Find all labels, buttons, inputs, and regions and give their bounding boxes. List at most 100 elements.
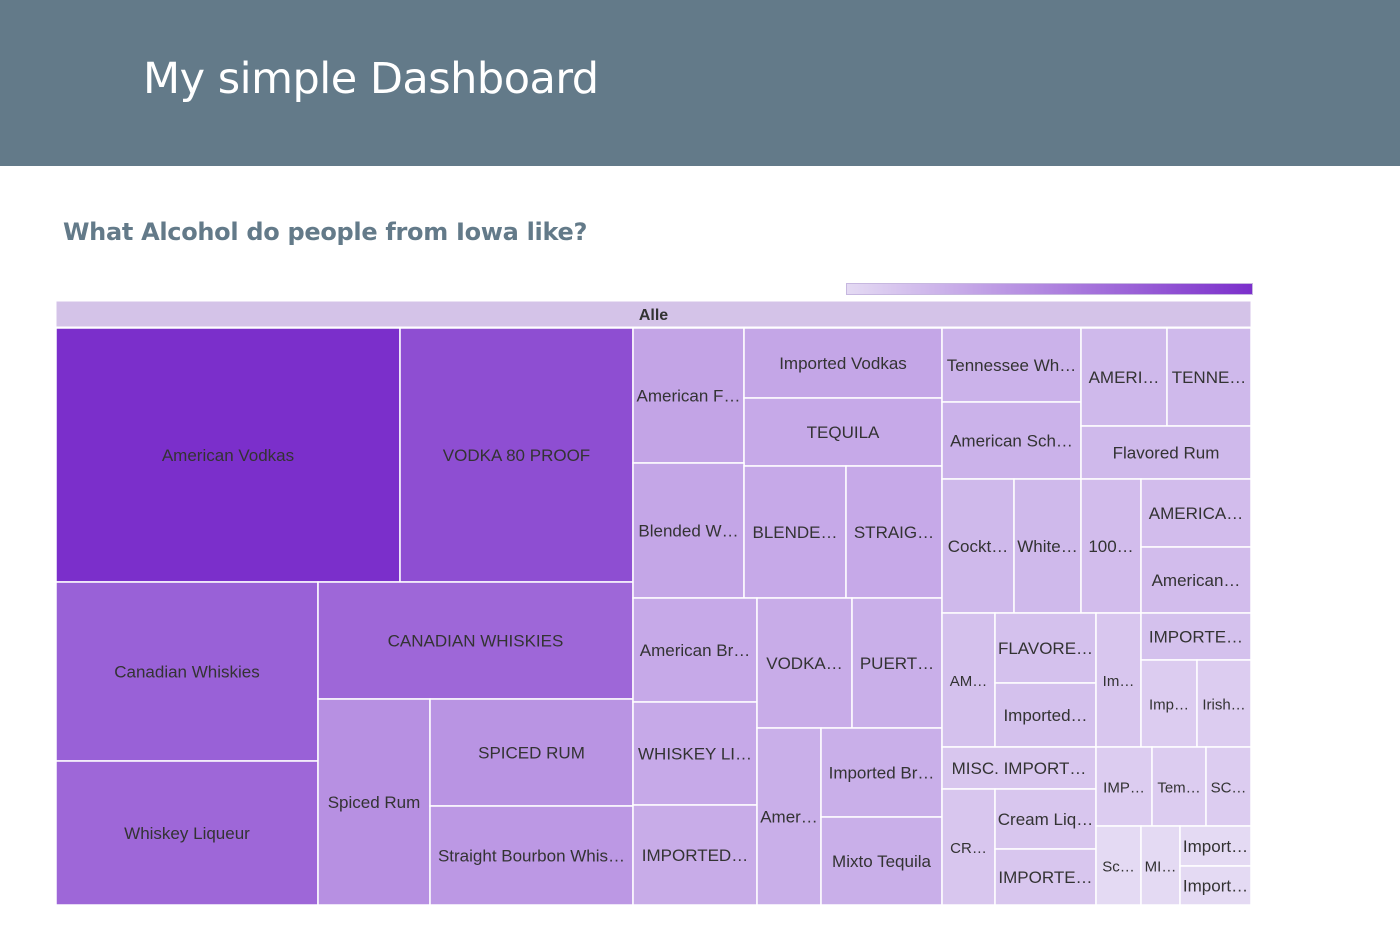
treemap-tile[interactable]: American Sch…: [941, 401, 1082, 480]
treemap-tile-rect[interactable]: [820, 727, 943, 818]
treemap-tile[interactable]: SC…: [1205, 746, 1252, 827]
treemap-tile-rect[interactable]: [1166, 327, 1252, 427]
treemap-tile-label: IMPORTE…: [998, 868, 1092, 887]
treemap-tile-rect[interactable]: [317, 698, 431, 906]
treemap-tile-rect[interactable]: [941, 327, 1082, 403]
treemap-tile-rect[interactable]: [994, 848, 1097, 906]
treemap-tile-rect[interactable]: [1080, 425, 1252, 480]
treemap-tile[interactable]: TEQUILA: [743, 397, 943, 467]
treemap-tile-label: Amer…: [760, 808, 818, 827]
treemap-tile-rect[interactable]: [1179, 865, 1252, 906]
treemap-tile[interactable]: CANADIAN WHISKIES: [317, 581, 634, 700]
treemap-tile-rect[interactable]: [55, 760, 319, 906]
treemap-tile-label: STRAIG…: [854, 523, 934, 542]
treemap-tile[interactable]: Tennessee Wh…: [941, 327, 1082, 403]
treemap-tile-label: TEQUILA: [807, 423, 880, 442]
treemap-tile[interactable]: Straight Bourbon Whis…: [429, 805, 634, 906]
treemap-tile[interactable]: STRAIG…: [845, 465, 943, 599]
treemap-tile-rect[interactable]: [1196, 659, 1252, 748]
treemap-tile[interactable]: AM…: [941, 612, 996, 748]
treemap-tile[interactable]: IMPORTE…: [994, 848, 1097, 906]
treemap-root-bar[interactable]: [55, 300, 1252, 328]
treemap-tile[interactable]: Canadian Whiskies: [55, 581, 319, 762]
treemap-tile-rect[interactable]: [994, 612, 1097, 684]
treemap-tile[interactable]: Whiskey Liqueur: [55, 760, 319, 906]
treemap-tile[interactable]: American Br…: [632, 597, 758, 703]
treemap-tile[interactable]: Im…: [1095, 612, 1142, 748]
treemap-tile[interactable]: IMP…: [1095, 746, 1153, 827]
treemap-tile[interactable]: Cream Liq…: [994, 788, 1097, 850]
treemap-tile[interactable]: TENNE…: [1166, 327, 1252, 427]
treemap-tile[interactable]: FLAVORE…: [994, 612, 1097, 684]
treemap-tile[interactable]: White…: [1013, 478, 1082, 614]
treemap-tile[interactable]: CR…: [941, 788, 996, 906]
treemap-tile[interactable]: BLENDE…: [743, 465, 847, 599]
treemap-tile-rect[interactable]: [632, 597, 758, 703]
treemap-tile-label: Sc…: [1102, 859, 1135, 876]
treemap-tile-label: WHISKEY LI…: [638, 745, 752, 764]
treemap-tile[interactable]: Import…: [1179, 865, 1252, 906]
treemap-tile-rect[interactable]: [1095, 825, 1142, 906]
treemap-tile-rect[interactable]: [1140, 546, 1252, 614]
treemap-tile-rect[interactable]: [994, 682, 1097, 748]
treemap-tile[interactable]: Imp…: [1140, 659, 1198, 748]
treemap-tile-rect[interactable]: [756, 727, 822, 906]
treemap-tile-rect[interactable]: [941, 788, 996, 906]
treemap-tile[interactable]: Import…: [1179, 825, 1252, 867]
treemap-tile[interactable]: Cockt…: [941, 478, 1015, 614]
treemap-tile[interactable]: Sc…: [1095, 825, 1142, 906]
treemap-tile[interactable]: Spiced Rum: [317, 698, 431, 906]
treemap-tile-label: Canadian Whiskies: [114, 663, 260, 682]
treemap-tile-rect[interactable]: [851, 597, 943, 729]
treemap-tile[interactable]: Mixto Tequila: [820, 816, 943, 906]
treemap-tile[interactable]: WHISKEY LI…: [632, 701, 758, 806]
treemap-tile-rect[interactable]: [1151, 746, 1207, 827]
treemap-tile-rect[interactable]: [632, 804, 758, 906]
treemap-tile-rect[interactable]: [399, 327, 634, 583]
treemap-tile[interactable]: MISC. IMPORT…: [941, 746, 1097, 790]
treemap-tile[interactable]: VODKA 80 PROOF: [399, 327, 634, 583]
treemap-tile[interactable]: Flavored Rum: [1080, 425, 1252, 480]
treemap-tile-rect[interactable]: [1095, 612, 1142, 748]
treemap-tile-rect[interactable]: [55, 581, 319, 762]
treemap-tile-rect[interactable]: [941, 478, 1015, 614]
treemap-tile[interactable]: Imported…: [994, 682, 1097, 748]
treemap-tile[interactable]: SPICED RUM: [429, 698, 634, 807]
treemap-tile[interactable]: Tem…: [1151, 746, 1207, 827]
treemap-tile-rect[interactable]: [743, 327, 943, 399]
treemap-tile-rect[interactable]: [1140, 612, 1252, 661]
treemap-tile[interactable]: American Vodkas: [55, 327, 401, 583]
treemap-tile-rect[interactable]: [55, 327, 401, 583]
treemap-tile-rect[interactable]: [632, 327, 745, 464]
treemap-tile[interactable]: IMPORTE…: [1140, 612, 1252, 661]
treemap-tile-label: White…: [1017, 537, 1077, 556]
treemap-tile-label: Cream Liq…: [998, 810, 1093, 829]
treemap-tile-rect[interactable]: [317, 581, 634, 700]
treemap-tile-rect[interactable]: [941, 746, 1097, 790]
treemap-tile[interactable]: American…: [1140, 546, 1252, 614]
treemap-tile-label: American Sch…: [950, 432, 1073, 451]
treemap-tile-rect[interactable]: [429, 698, 634, 807]
treemap-tile[interactable]: AMERICA…: [1140, 478, 1252, 548]
treemap-tile-rect[interactable]: [429, 805, 634, 906]
treemap-tile[interactable]: AMERI…: [1080, 327, 1168, 427]
treemap-tile-rect[interactable]: [1080, 327, 1168, 427]
treemap-tile-rect[interactable]: [1095, 746, 1153, 827]
treemap-tile-label: 100…: [1088, 537, 1133, 556]
treemap-tile[interactable]: Amer…: [756, 727, 822, 906]
treemap-tile-label: Cockt…: [948, 537, 1008, 556]
treemap-tile[interactable]: Blended W…: [632, 462, 745, 599]
treemap-tile[interactable]: Irish…: [1196, 659, 1252, 748]
treemap-tile[interactable]: VODKA…: [756, 597, 853, 729]
treemap-tile[interactable]: MI…: [1140, 825, 1181, 906]
treemap-tile[interactable]: American F…: [632, 327, 745, 464]
treemap-tile[interactable]: 100…: [1080, 478, 1142, 614]
treemap-tile[interactable]: PUERT…: [851, 597, 943, 729]
treemap-tile[interactable]: Imported Br…: [820, 727, 943, 818]
treemap-tile[interactable]: IMPORTED…: [632, 804, 758, 906]
treemap-tile-rect[interactable]: [632, 701, 758, 806]
treemap-tile-rect[interactable]: [1140, 478, 1252, 548]
treemap-tile[interactable]: Imported Vodkas: [743, 327, 943, 399]
treemap-tile-rect[interactable]: [743, 397, 943, 467]
